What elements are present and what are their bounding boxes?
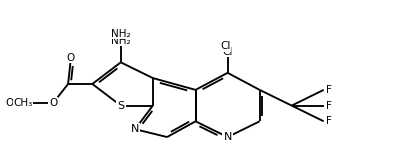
Text: F: F — [324, 85, 330, 95]
Text: NH₂: NH₂ — [111, 29, 131, 39]
Text: O: O — [67, 53, 75, 63]
Text: O: O — [67, 53, 75, 63]
Text: S: S — [117, 101, 125, 111]
Text: Cl: Cl — [222, 47, 233, 57]
Text: O: O — [49, 98, 57, 108]
Text: OCH₃: OCH₃ — [5, 98, 33, 108]
Text: N: N — [131, 124, 139, 134]
Text: NH₂: NH₂ — [111, 36, 131, 46]
Text: N: N — [131, 124, 139, 134]
Text: F: F — [326, 116, 332, 126]
Text: F: F — [326, 101, 332, 111]
Text: F: F — [324, 116, 330, 126]
Text: F: F — [326, 85, 332, 95]
Text: S: S — [117, 101, 125, 111]
Text: Cl: Cl — [221, 41, 231, 51]
Text: O: O — [49, 98, 57, 108]
Text: N: N — [223, 132, 232, 142]
Text: F: F — [324, 101, 330, 111]
Text: N: N — [223, 132, 232, 142]
Text: CH₃: CH₃ — [13, 98, 33, 108]
